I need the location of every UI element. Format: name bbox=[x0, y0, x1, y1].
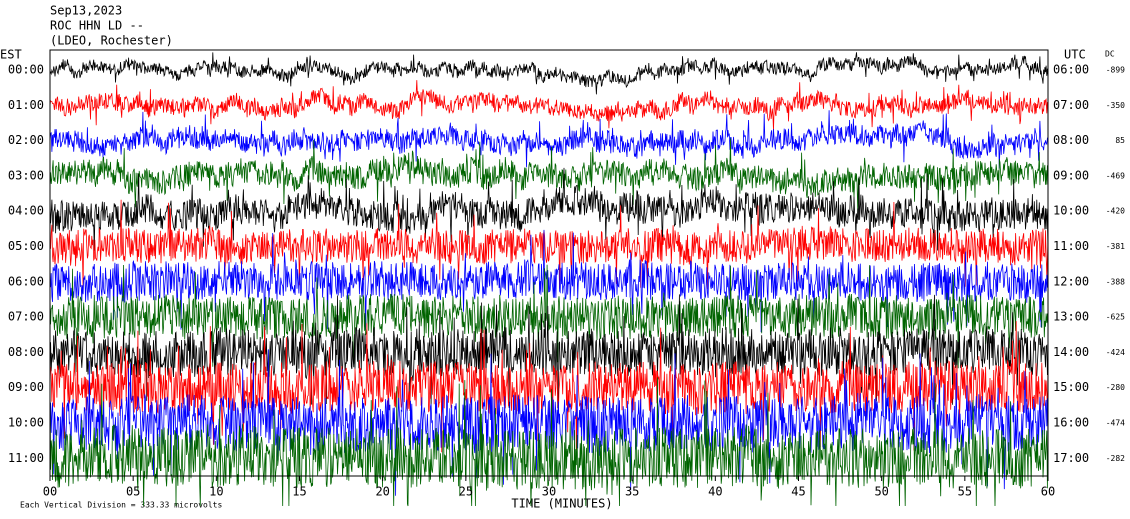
utc-label: 14:00 bbox=[1053, 345, 1089, 359]
est-label: 11:00 bbox=[8, 451, 44, 465]
trace bbox=[49, 52, 1049, 95]
dc-label: -388 bbox=[1106, 277, 1125, 286]
x-tick-label: 10 bbox=[209, 485, 223, 499]
trace bbox=[49, 229, 1049, 333]
title-line: ROC HHN LD -- bbox=[50, 19, 144, 33]
x-tick-label: 30 bbox=[542, 485, 556, 499]
left-axis-title: EST bbox=[0, 48, 22, 62]
est-label: 06:00 bbox=[8, 274, 44, 288]
est-label: 10:00 bbox=[8, 416, 44, 430]
trace bbox=[49, 110, 1049, 169]
trace bbox=[49, 138, 1049, 213]
utc-label: 13:00 bbox=[1053, 310, 1089, 324]
utc-label: 07:00 bbox=[1053, 98, 1089, 112]
trace bbox=[49, 321, 1049, 453]
x-tick-label: 40 bbox=[708, 485, 722, 499]
utc-label: 12:00 bbox=[1053, 274, 1089, 288]
dc-label: -350 bbox=[1106, 101, 1125, 110]
utc-label: 16:00 bbox=[1053, 416, 1089, 430]
est-label: 04:00 bbox=[8, 204, 44, 218]
traces bbox=[49, 52, 1049, 507]
est-label: 02:00 bbox=[8, 133, 44, 147]
dc-label: -474 bbox=[1106, 419, 1125, 428]
scale-note: Each Vertical Division = 333.33 microvol… bbox=[20, 501, 222, 510]
trace bbox=[49, 199, 1049, 290]
trace bbox=[49, 294, 1049, 411]
utc-label: 08:00 bbox=[1053, 133, 1089, 147]
x-tick-label: 15 bbox=[292, 485, 306, 499]
dc-label: -381 bbox=[1106, 242, 1125, 251]
x-tick-label: 20 bbox=[375, 485, 389, 499]
est-label: 07:00 bbox=[8, 310, 44, 324]
est-label: 00:00 bbox=[8, 63, 44, 77]
utc-label: 15:00 bbox=[1053, 380, 1089, 394]
x-tick-label: 35 bbox=[625, 485, 639, 499]
x-tick-label: 25 bbox=[459, 485, 473, 499]
offset-title: DC bbox=[1105, 50, 1115, 59]
right-axis-title: UTC bbox=[1064, 48, 1086, 62]
trace bbox=[49, 349, 1049, 496]
est-label: 01:00 bbox=[8, 98, 44, 112]
title-line: (LDEO, Rochester) bbox=[50, 34, 173, 48]
x-tick-label: 45 bbox=[791, 485, 805, 499]
x-tick-label: 50 bbox=[874, 485, 888, 499]
utc-label: 09:00 bbox=[1053, 168, 1089, 182]
dc-label: -424 bbox=[1106, 348, 1125, 357]
dc-label: -469 bbox=[1106, 171, 1125, 180]
utc-label: 11:00 bbox=[1053, 239, 1089, 253]
trace bbox=[49, 80, 1049, 131]
x-tick-label: 55 bbox=[958, 485, 972, 499]
dc-label: 85 bbox=[1115, 136, 1125, 145]
utc-label: 06:00 bbox=[1053, 63, 1089, 77]
trace bbox=[49, 264, 1049, 373]
est-label: 09:00 bbox=[8, 380, 44, 394]
dc-label: -625 bbox=[1106, 313, 1125, 322]
est-label: 08:00 bbox=[8, 345, 44, 359]
utc-label: 10:00 bbox=[1053, 204, 1089, 218]
est-label: 03:00 bbox=[8, 168, 44, 182]
est-label: 05:00 bbox=[8, 239, 44, 253]
dc-label: -282 bbox=[1106, 454, 1125, 463]
utc-label: 17:00 bbox=[1053, 451, 1089, 465]
dc-label: -899 bbox=[1106, 66, 1125, 75]
trace bbox=[49, 167, 1049, 251]
x-tick-label: 60 bbox=[1041, 485, 1055, 499]
dc-label: -420 bbox=[1106, 207, 1125, 216]
title-line: Sep13,2023 bbox=[50, 4, 122, 18]
x-tick-label: 00 bbox=[43, 485, 57, 499]
x-axis-title: TIME (MINUTES) bbox=[511, 497, 612, 511]
x-tick-label: 05 bbox=[126, 485, 140, 499]
dc-label: -280 bbox=[1106, 383, 1125, 392]
